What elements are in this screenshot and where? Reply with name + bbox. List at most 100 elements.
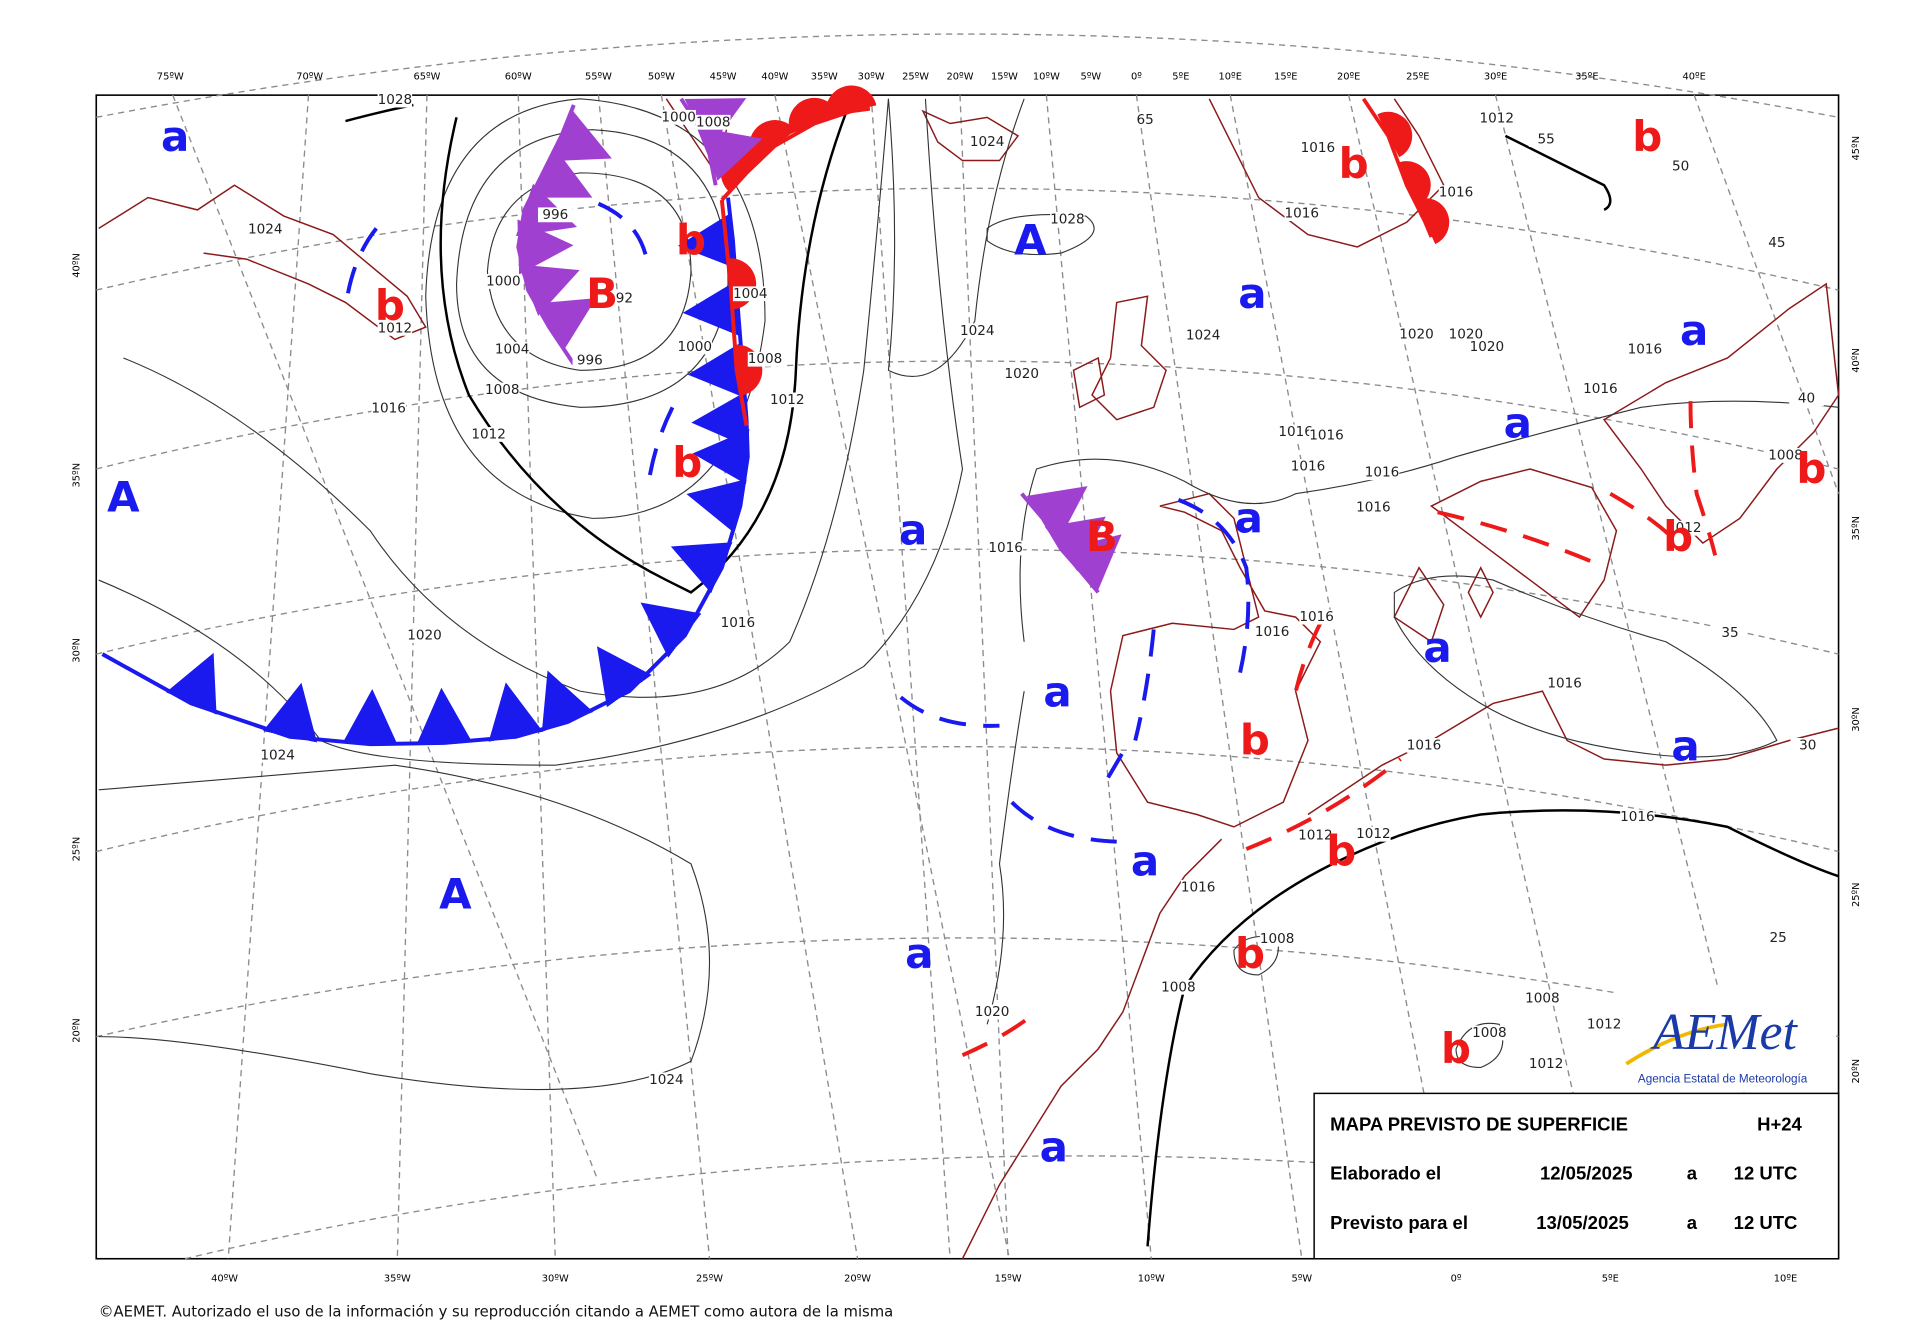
isobar-label: 1024 [960, 323, 995, 339]
isobar-label-bg [1472, 1025, 1507, 1041]
lon-label: 35ºW [384, 1273, 411, 1284]
lat-label: 40ºN [1851, 348, 1862, 373]
logo-name: AEMet [1650, 1004, 1798, 1061]
isobar-label: 1004 [733, 286, 768, 302]
lon-label: 35ºW [811, 72, 838, 83]
isobar-label-bg [607, 291, 642, 307]
lon-label: 40ºE [1682, 72, 1705, 83]
pressure-center: B [586, 269, 618, 318]
isobar-label: 1016 [1301, 140, 1336, 156]
isobar-label: 1016 [1356, 499, 1391, 515]
pressure-center: a [1504, 398, 1532, 447]
pressure-center: b [1339, 139, 1369, 188]
lon-label: 20ºW [947, 72, 974, 83]
lon-label: 25ºW [902, 72, 929, 83]
isobar-label: 65 [1136, 112, 1153, 128]
lon-label: 15ºW [991, 72, 1018, 83]
isobar-label: 1020 [975, 1004, 1010, 1020]
isobar-label-bg [1284, 206, 1320, 221]
logo-subtitle: Agencia Estatal de Meteorología [1638, 1072, 1808, 1085]
isobar-label-bg [371, 401, 406, 416]
isobar-label: 1016 [1299, 609, 1334, 625]
isobar-label-bg [747, 351, 783, 367]
isobar-label-bg [1309, 428, 1344, 444]
isobar-label: 996 [542, 207, 568, 223]
isobar-label-bg [1547, 676, 1582, 692]
isobar-label-bg [1448, 327, 1484, 342]
made-at: a [1687, 1163, 1698, 1184]
isobar-label-bg [1586, 1016, 1622, 1032]
pressure-center: a [905, 929, 933, 978]
pressure-center: A [1014, 216, 1047, 265]
lat-label: 30ºN [1851, 707, 1862, 732]
logo: AEMet Agencia Estatal de Meteorología [1616, 987, 1834, 1093]
labels: 75ºW 70ºW 65ºW 60ºW 55ºW 50ºW 45ºW 40ºW 35ºW 30ºW… [72, 72, 1862, 1285]
isobar-label-bg [732, 286, 768, 302]
lat-label: 20ºN [1851, 1059, 1862, 1084]
isobar-label-bg [1364, 465, 1400, 481]
isobar-label-bg [1528, 1056, 1564, 1072]
isobar-label-bg [960, 323, 995, 339]
isobar-label-bg [1299, 609, 1334, 625]
isobar-label: 1004 [495, 341, 530, 357]
isobar-label: 1016 [371, 401, 406, 417]
lon-label: 5ºW [1291, 1273, 1312, 1284]
lon-label: 0º [1131, 72, 1142, 83]
troughs [343, 201, 1251, 844]
isobar-label-bg [377, 92, 413, 108]
pressure-center: a [161, 112, 189, 161]
red-troughs [961, 401, 1718, 1057]
occluded-front [1020, 486, 1122, 594]
isobar-label-bg [1406, 738, 1442, 753]
isobar-label: 1000 [661, 109, 696, 125]
isobar-label: 1028 [1050, 212, 1085, 228]
pressure-center: b [676, 216, 706, 265]
isobar-label: 1008 [748, 351, 783, 367]
isobar-label: 1016 [1291, 459, 1326, 475]
isobar-label: 1012 [1587, 1016, 1622, 1032]
isobar-label-bg [1300, 140, 1336, 156]
lon-label: 70ºW [296, 72, 323, 83]
isobar-label-bg [1768, 448, 1803, 463]
pressure-center: B [1086, 512, 1118, 561]
isobar-label: 1020 [407, 628, 442, 644]
lat-label: 20ºN [72, 1018, 83, 1043]
valid-at: a [1687, 1212, 1698, 1233]
isobar-label: 1020 [1470, 339, 1505, 355]
lon-label: 35ºE [1575, 72, 1598, 83]
isobar-label: 1000 [486, 273, 521, 289]
isobar-label: 1016 [1255, 624, 1290, 640]
pressure-center: a [1131, 836, 1159, 885]
isobar-label-bg [1627, 341, 1663, 357]
isobar-label: 1016 [1547, 676, 1582, 692]
made-date: 12/05/2025 [1540, 1163, 1633, 1184]
pressure-center: b [1663, 512, 1693, 561]
isobar-label: 1024 [649, 1072, 684, 1088]
valid-time: 12 UTC [1734, 1212, 1798, 1233]
isobar-label: 1016 [1583, 381, 1618, 397]
isobar-label-bg [1712, 625, 1748, 641]
lon-label: 60ºW [505, 72, 532, 83]
isobar-label: 1016 [1309, 428, 1344, 444]
isobar-label: 45 [1768, 235, 1785, 251]
isobar-label: 1012 [1298, 827, 1333, 843]
pressure-center: b [375, 281, 405, 330]
logo-swoosh [1625, 1022, 1728, 1066]
isobar-label-bg [1185, 328, 1221, 344]
isobar-label-bg [260, 747, 295, 763]
pressure-center: a [1238, 269, 1266, 318]
lat-label: 35ºN [1851, 516, 1862, 541]
pressure-center: a [1680, 306, 1708, 355]
pressure-center: b [672, 438, 702, 487]
lon-label: 30ºW [858, 72, 885, 83]
isobar-label: 1020 [1399, 327, 1434, 343]
isobar-label-bg [1760, 930, 1796, 946]
isobar-label-bg [1180, 879, 1216, 895]
isobar-label: 1016 [1620, 809, 1655, 825]
isobar-label: 1028 [378, 92, 413, 108]
isobar-label: 1016 [721, 615, 756, 631]
isobar-label: 50 [1672, 159, 1689, 175]
pressure-center: a [1671, 722, 1699, 771]
pressure-center: b [1235, 929, 1265, 978]
